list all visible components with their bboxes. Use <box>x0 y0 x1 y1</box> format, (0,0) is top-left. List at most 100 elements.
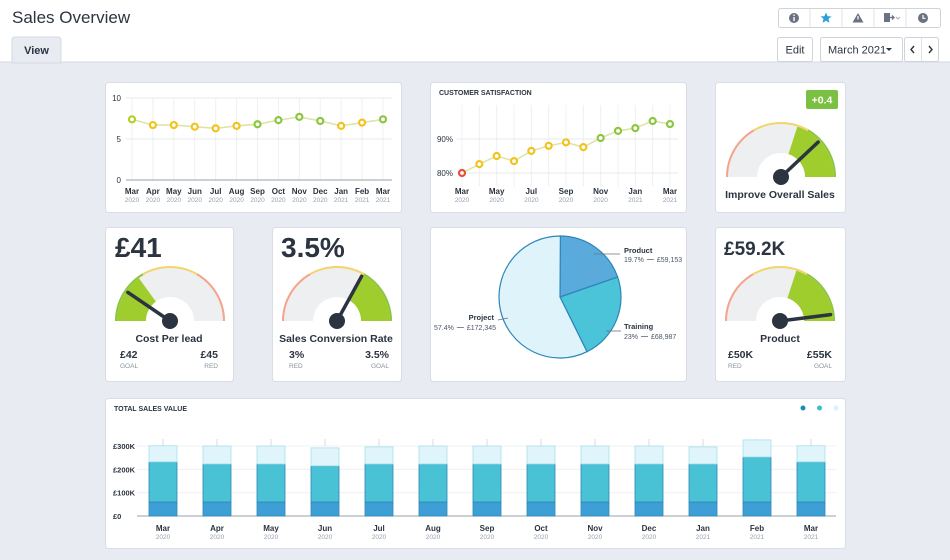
x-tick-label: Dec <box>313 187 328 196</box>
x-tick-label: Mar <box>663 187 677 196</box>
x-tick-label: Jan <box>696 524 710 533</box>
point <box>148 120 158 130</box>
slice-amount: £68,987 <box>651 334 676 341</box>
bar-segment <box>580 445 610 465</box>
x-tick-year: 2020 <box>480 534 495 541</box>
x-tick-year: 2020 <box>188 197 203 204</box>
slice-amount: £172,345 <box>467 325 496 332</box>
gauge-label: Cost Per lead <box>135 333 202 345</box>
gauge-needle <box>126 290 172 323</box>
y-tick-label: £200K <box>113 465 136 474</box>
x-tick-label: Jun <box>318 524 332 533</box>
x-tick-year: 2020 <box>208 197 223 204</box>
slice-name: Training <box>624 322 654 331</box>
edit-button[interactable]: Edit <box>777 37 813 62</box>
x-tick-year: 2020 <box>534 534 549 541</box>
tab-label: View <box>24 45 49 57</box>
bar-segment <box>634 463 664 503</box>
slice-percent: 57.4% <box>434 325 454 332</box>
star-icon[interactable] <box>820 12 832 23</box>
leader-line <box>497 317 509 321</box>
bar-segment <box>472 501 502 517</box>
bar-segment <box>688 501 718 517</box>
x-tick-year: 2021 <box>376 197 391 204</box>
gauge-label: Sales Conversion Rate <box>279 333 393 345</box>
right-value: 3.5% <box>365 349 390 361</box>
caret <box>886 48 892 51</box>
x-tick-year: 2020 <box>489 197 504 204</box>
clock-icon[interactable] <box>918 13 928 23</box>
dropdown-box <box>820 37 903 62</box>
period-dropdown[interactable]: March 2021 <box>820 37 903 62</box>
left-caption: GOAL <box>120 363 138 370</box>
left-caption: RED <box>289 363 303 370</box>
y-tick-label: £300K <box>113 442 136 451</box>
view-tab[interactable]: View <box>11 36 62 64</box>
bar-segment <box>472 445 502 465</box>
x-tick-label: Sep <box>480 524 495 533</box>
export-icon[interactable] <box>884 13 901 22</box>
bar-segment <box>526 501 556 517</box>
slice-percent: 19.7% <box>624 257 644 264</box>
x-tick-year: 2020 <box>229 197 244 204</box>
x-tick-year: 2020 <box>125 197 140 204</box>
gauge-hub <box>170 297 194 321</box>
bar-segment <box>418 501 448 517</box>
x-tick-year: 2021 <box>696 534 711 541</box>
gauge-needle <box>778 312 833 323</box>
period-nav[interactable] <box>904 37 939 62</box>
next-arrow[interactable] <box>928 45 933 54</box>
bar-segment <box>688 463 718 503</box>
x-tick-label: Aug <box>425 524 441 533</box>
pie-slice <box>498 235 588 359</box>
x-tick-year: 2021 <box>355 197 370 204</box>
bar-segment <box>742 456 772 503</box>
y-tick-label: £100K <box>113 489 136 498</box>
bar-segment <box>310 501 340 517</box>
x-tick-year: 2020 <box>455 197 470 204</box>
x-tick-label: Jun <box>188 187 202 196</box>
warning-icon[interactable] <box>852 13 864 23</box>
badge <box>806 90 838 109</box>
x-tick-label: Oct <box>272 187 286 196</box>
kpi-value: £41 <box>115 232 162 263</box>
point <box>169 120 178 130</box>
right-value: £45 <box>200 349 218 361</box>
x-tick-label: Sep <box>250 187 265 196</box>
card <box>430 82 687 213</box>
right-value: £55K <box>807 349 833 361</box>
gauge-knob <box>329 313 345 329</box>
point <box>631 124 640 133</box>
slice-name: Project <box>469 313 495 322</box>
point <box>274 116 283 125</box>
gauge-hub <box>337 297 361 321</box>
bar-segment <box>256 463 286 503</box>
x-tick-year: 2020 <box>559 197 574 204</box>
gauge-rim <box>309 265 365 276</box>
x-tick-label: Mar <box>156 524 170 533</box>
point <box>337 121 346 130</box>
slice-name: Product <box>624 246 653 255</box>
point <box>457 168 467 178</box>
x-tick-label: Jul <box>210 187 222 196</box>
gauge-zone <box>788 126 834 177</box>
y-tick-label: £0 <box>113 512 121 521</box>
bar-segment <box>472 463 502 503</box>
gauge-rim <box>196 273 225 321</box>
x-tick-label: Mar <box>455 187 469 196</box>
gauge-rim <box>142 265 198 276</box>
kpi-value: 3.5% <box>281 232 345 263</box>
bar-segment <box>256 501 286 517</box>
prev-arrow[interactable] <box>910 45 915 54</box>
x-tick-label: Jul <box>526 187 538 196</box>
gauge-hub <box>757 153 781 177</box>
point <box>527 146 536 155</box>
slice-amount: £59,153 <box>657 257 682 264</box>
gauge-rim <box>806 273 835 321</box>
point <box>378 115 388 124</box>
point <box>232 121 241 130</box>
bar-segment <box>364 463 394 503</box>
info-icon[interactable] <box>789 13 799 23</box>
